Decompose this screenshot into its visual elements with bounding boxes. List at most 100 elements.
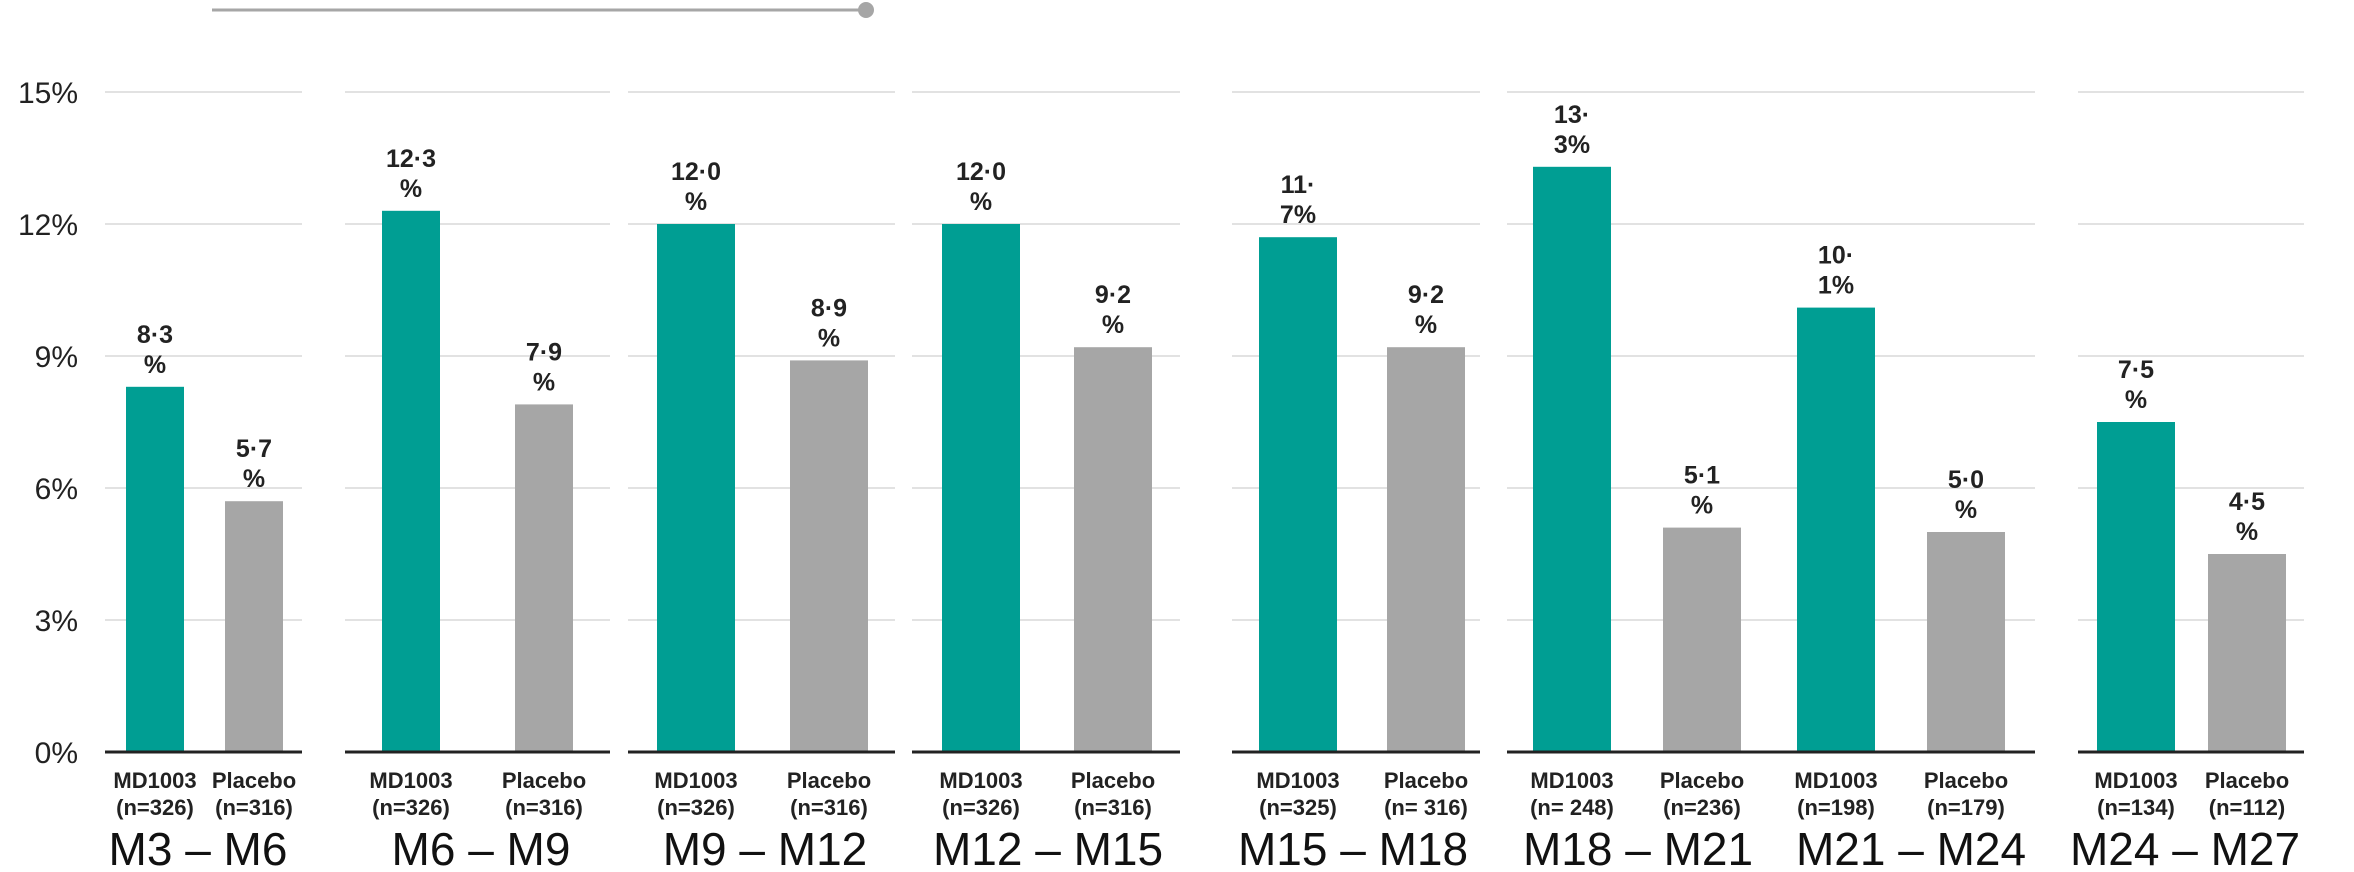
chart-panel: 13·3%MD1003(n= 248)5·1%Placebo(n=236)M18… [1507, 91, 2035, 872]
category-n-label: (n= 316) [1384, 795, 1468, 820]
y-tick-label: 12% [18, 209, 78, 242]
chart-panels: 8·3%MD1003(n=326)5·7%Placebo(n=316)M3 – … [105, 91, 2304, 872]
data-label: % [144, 351, 166, 379]
bar-placebo [790, 360, 868, 752]
bar-placebo [1387, 347, 1465, 752]
data-label: % [1691, 492, 1713, 520]
category-label: MD1003 [654, 768, 737, 793]
bar-md1003 [1533, 166, 1611, 753]
category-n-label: (n=134) [2097, 795, 2175, 820]
category-label: MD1003 [939, 768, 1022, 793]
data-label: 7% [1280, 201, 1316, 229]
bar-placebo [1663, 527, 1741, 752]
bar-md1003 [1797, 307, 1875, 752]
data-label: % [1955, 496, 1977, 524]
data-label: 10· [1818, 242, 1854, 270]
period-label: M6 – M9 [392, 823, 571, 872]
data-label: 12·0 [671, 158, 721, 186]
data-label: 5·1 [1684, 462, 1720, 490]
y-tick-label: 3% [35, 605, 78, 638]
category-label: Placebo [2205, 768, 2289, 793]
period-label: M3 – M6 [109, 823, 288, 872]
y-tick-label: 6% [35, 473, 78, 506]
data-label: % [1415, 311, 1437, 339]
category-label: Placebo [212, 768, 296, 793]
data-label: 8·3 [137, 321, 173, 349]
y-tick-label: 9% [35, 341, 78, 374]
data-label: 1% [1818, 272, 1854, 300]
data-label: 4·5 [2229, 488, 2265, 516]
period-label: M18 – M21 [1523, 823, 1753, 872]
category-n-label: (n=316) [505, 795, 583, 820]
bar-md1003 [382, 210, 440, 753]
bar-md1003 [657, 224, 735, 752]
period-label: M15 – M18 [1238, 823, 1468, 872]
data-label: % [243, 465, 265, 493]
data-label: % [400, 175, 422, 203]
data-label: 3% [1554, 131, 1590, 159]
category-n-label: (n=326) [372, 795, 450, 820]
bar-md1003 [2097, 422, 2175, 752]
category-label: Placebo [1384, 768, 1468, 793]
chart-panel: 12·0% MD1003(n=326) 8·9% Placebo(n=316) M9 –… [628, 91, 895, 872]
data-label: % [970, 188, 992, 216]
category-n-label: (n=198) [1797, 795, 1875, 820]
chart-panel: 7·5% MD1003(n=134) 4·5% Placebo(n=112) M24 –… [2070, 91, 2304, 872]
y-tick-label: 15% [18, 77, 78, 110]
bar-placebo [225, 501, 283, 752]
data-label: 7·9 [526, 338, 562, 366]
category-label: MD1003 [113, 768, 196, 793]
data-label: 11· [1281, 171, 1316, 199]
category-n-label: (n=326) [657, 795, 735, 820]
data-label: % [533, 368, 555, 396]
data-label: 5·7 [236, 435, 272, 463]
category-n-label: (n=325) [1259, 795, 1337, 820]
category-n-label: (n= 248) [1530, 795, 1614, 820]
data-label: 5·0 [1948, 466, 1984, 494]
category-n-label: (n=316) [1074, 795, 1152, 820]
data-label: 7·5 [2118, 356, 2154, 384]
period-label: M9 – M12 [663, 823, 868, 872]
category-label: Placebo [502, 768, 586, 793]
chart-panel: 8·3% MD1003(n=326) 5·7% Placebo(n=316) M3 – … [105, 91, 302, 872]
bar-md1003 [126, 386, 184, 752]
category-n-label: (n=179) [1927, 795, 2005, 820]
category-n-label: (n=316) [790, 795, 868, 820]
bar-placebo [2208, 554, 2286, 752]
data-label: 9·2 [1095, 281, 1131, 309]
data-label: 8·9 [811, 294, 847, 322]
y-axis: 0% 3% 6% 9% 12% 15% [18, 77, 78, 770]
category-label: MD1003 [1256, 768, 1339, 793]
category-label: MD1003 [2094, 768, 2177, 793]
bar-md1003 [942, 224, 1020, 752]
data-label: 12·3 [386, 145, 436, 173]
data-label: % [2125, 386, 2147, 414]
category-label: Placebo [1660, 768, 1744, 793]
chart-panel: 12·0% MD1003(n=326) 9·2% Placebo(n=316) M12 … [912, 91, 1180, 872]
chart-panel: 12·3% MD1003(n=326) 7·9% Placebo(n=316) M6 –… [345, 91, 610, 872]
category-label: MD1003 [369, 768, 452, 793]
category-n-label: (n=236) [1663, 795, 1741, 820]
data-label: % [1102, 311, 1124, 339]
data-label: 9·2 [1408, 281, 1444, 309]
bar-placebo [1074, 347, 1152, 752]
category-label: MD1003 [1530, 768, 1613, 793]
data-label: % [685, 188, 707, 216]
category-n-label: (n=316) [215, 795, 293, 820]
category-label: Placebo [1924, 768, 2008, 793]
period-label: M24 – M27 [2070, 823, 2300, 872]
data-label: % [818, 324, 840, 352]
category-label: Placebo [787, 768, 871, 793]
category-n-label: (n=112) [2209, 795, 2285, 820]
bar-placebo [1927, 532, 2005, 752]
bar-md1003 [1259, 237, 1337, 752]
y-tick-label: 0% [35, 737, 78, 770]
period-label: M21 – M24 [1796, 823, 2026, 872]
category-label: Placebo [1071, 768, 1155, 793]
category-n-label: (n=326) [116, 795, 194, 820]
data-label: 13· [1554, 101, 1590, 129]
timeline-slider-handle[interactable] [858, 2, 874, 18]
data-label: % [2236, 518, 2258, 546]
category-label: MD1003 [1794, 768, 1877, 793]
